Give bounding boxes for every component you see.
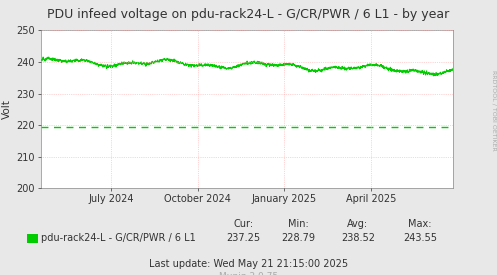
Y-axis label: Volt: Volt bbox=[2, 99, 12, 119]
Text: Max:: Max: bbox=[408, 219, 432, 229]
Text: 238.52: 238.52 bbox=[341, 233, 375, 243]
Text: Avg:: Avg: bbox=[347, 219, 368, 229]
Text: RRDTOOL / TOBI OETIKER: RRDTOOL / TOBI OETIKER bbox=[491, 70, 496, 150]
Text: Munin 2.0.75: Munin 2.0.75 bbox=[219, 272, 278, 275]
Text: 228.79: 228.79 bbox=[281, 233, 315, 243]
Text: 237.25: 237.25 bbox=[227, 233, 260, 243]
Text: 243.55: 243.55 bbox=[403, 233, 437, 243]
Text: Last update: Wed May 21 21:15:00 2025: Last update: Wed May 21 21:15:00 2025 bbox=[149, 259, 348, 269]
Text: PDU infeed voltage on pdu-rack24-L - G/CR/PWR / 6 L1 - by year: PDU infeed voltage on pdu-rack24-L - G/C… bbox=[47, 8, 450, 21]
Text: Min:: Min: bbox=[288, 219, 309, 229]
Text: pdu-rack24-L - G/CR/PWR / 6 L1: pdu-rack24-L - G/CR/PWR / 6 L1 bbox=[41, 233, 196, 243]
Text: Cur:: Cur: bbox=[234, 219, 253, 229]
